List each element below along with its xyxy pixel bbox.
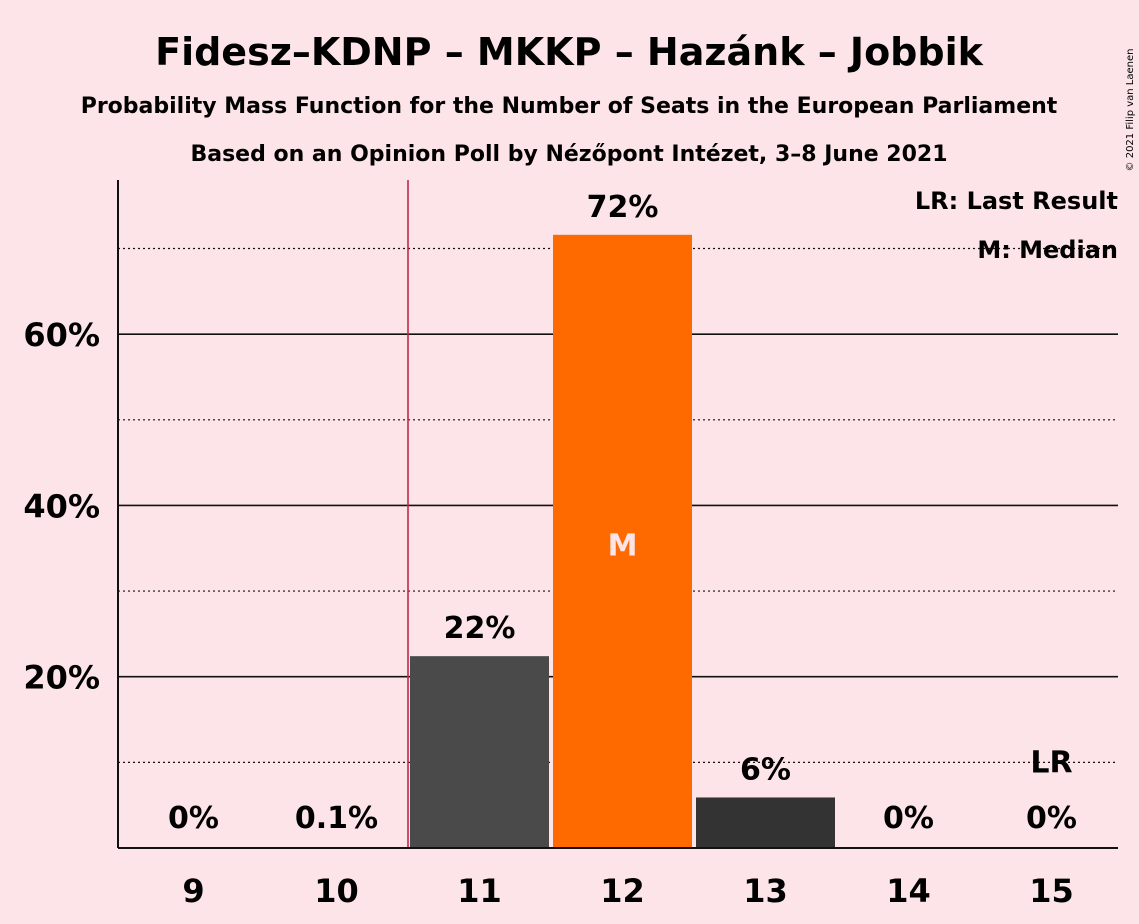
median-marker: M — [608, 528, 638, 563]
legend-last-result: LR: Last Result — [915, 187, 1118, 215]
data-label-13: 6% — [740, 752, 791, 787]
x-tick-label-11: 11 — [457, 872, 502, 910]
y-tick-label: 60% — [23, 316, 100, 354]
header-layer: Fidesz–KDNP – MKKP – Hazánk – Jobbik Pro… — [81, 30, 1136, 264]
data-label-15: 0% — [1026, 801, 1077, 836]
legend-median: M: Median — [977, 236, 1118, 264]
bar-12 — [553, 234, 692, 849]
x-tick-label-13: 13 — [743, 872, 788, 910]
y-tick-label: 20% — [23, 659, 100, 697]
data-label-11: 22% — [444, 611, 516, 646]
data-label-12: 72% — [587, 190, 659, 225]
y-tick-label: 40% — [23, 487, 100, 525]
bar-layer — [267, 234, 835, 849]
chart-subtitle-2: Based on an Opinion Poll by Nézőpont Int… — [190, 142, 947, 167]
x-tick-label-12: 12 — [600, 872, 645, 910]
x-tick-label-14: 14 — [886, 872, 931, 910]
bar-13 — [696, 797, 835, 848]
label-layer: 20% 40% 60% 0% 9 0.1% 10 22% 11 72% 12 M 6% 13 0% 14 0% 1… — [23, 190, 1077, 910]
last-result-marker: LR — [1030, 745, 1072, 780]
x-tick-label-10: 10 — [314, 872, 359, 910]
chart-subtitle: Probability Mass Function for the Number… — [81, 94, 1058, 119]
copyright-text: © 2021 Filip van Laenen — [1125, 49, 1136, 172]
data-label-9: 0% — [168, 801, 219, 836]
data-label-10: 0.1% — [295, 801, 378, 836]
x-tick-label-15: 15 — [1029, 872, 1074, 910]
chart-title: Fidesz–KDNP – MKKP – Hazánk – Jobbik — [155, 30, 983, 74]
bar-11 — [410, 656, 549, 848]
x-tick-label-9: 9 — [182, 872, 204, 910]
axis-layer — [117, 180, 1118, 849]
data-label-14: 0% — [883, 801, 934, 836]
